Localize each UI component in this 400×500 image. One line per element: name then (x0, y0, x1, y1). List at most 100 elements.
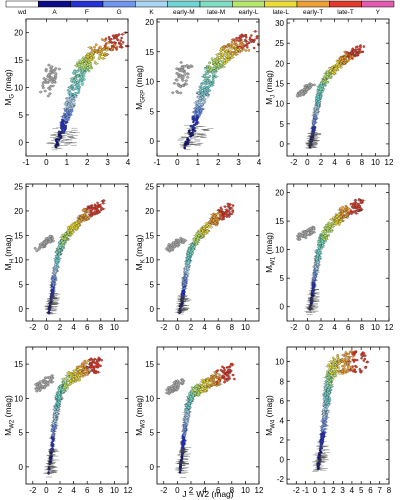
star-point (319, 87, 323, 91)
star-point (224, 212, 228, 216)
star-point (74, 83, 78, 87)
star-point (78, 79, 82, 83)
star-point (72, 79, 76, 82)
star-point (361, 199, 365, 202)
wd-point (40, 245, 44, 249)
wd-point (35, 249, 39, 253)
wd-point (170, 248, 173, 252)
star-point (328, 224, 332, 228)
star-point (193, 107, 197, 110)
x-tick-label: -2 (290, 158, 298, 167)
legend-label: A (52, 9, 57, 16)
star-point (55, 142, 59, 145)
star-point (80, 214, 84, 217)
star-point (359, 46, 362, 49)
star-point (339, 62, 343, 65)
star-point (107, 46, 110, 50)
star-point (344, 214, 347, 218)
star-point (105, 48, 108, 52)
x-tick-label: 2 (319, 323, 324, 332)
wd-point (166, 246, 170, 250)
star-point (188, 129, 191, 132)
star-point (88, 46, 92, 49)
star-point (208, 220, 212, 224)
wd-point (50, 377, 54, 380)
star-point (244, 39, 248, 43)
wd-point (44, 240, 48, 244)
star-point (239, 43, 242, 47)
y-tick-label: 15 (275, 79, 284, 88)
star-point (199, 109, 202, 113)
y-tick-label: 25 (275, 39, 284, 48)
star-point (223, 205, 227, 208)
x-tick-label: 2 (216, 158, 221, 167)
x-tick-label: 0 (305, 158, 310, 167)
star-point (192, 123, 196, 127)
star-point (67, 226, 70, 230)
star-point (196, 237, 200, 241)
star-point (65, 234, 69, 238)
star-point (62, 244, 65, 247)
star-point (312, 273, 316, 277)
wd-point (43, 380, 47, 384)
star-point (318, 257, 321, 261)
wd-point (181, 79, 185, 82)
x-tick-label: 4 (126, 158, 131, 167)
y-tick-label: 15 (145, 48, 154, 57)
star-point (89, 205, 92, 208)
star-point (335, 218, 339, 221)
star-point (349, 209, 353, 212)
star-point (77, 86, 81, 89)
panel-G: -1 0 1 2 3 4 0 5 10 15 20 MG (mag) (3, 18, 131, 167)
star-point (193, 111, 196, 114)
plot-frame (25, 183, 129, 322)
star-point (69, 97, 72, 101)
wd-point (176, 72, 180, 76)
star-point (317, 87, 320, 90)
star-point (214, 75, 218, 79)
wd-point (184, 82, 188, 86)
star-point (312, 276, 315, 280)
star-point (195, 242, 198, 246)
star-point (228, 46, 232, 50)
star-point (90, 56, 93, 59)
star-point (341, 210, 344, 214)
x-tick-label: 4 (202, 323, 207, 332)
star-point (83, 63, 87, 67)
y-tick-label: 10 (145, 256, 154, 265)
y-tick-label: 0 (150, 137, 155, 146)
star-point (198, 85, 202, 89)
star-point (342, 61, 346, 65)
star-point (83, 219, 86, 222)
star-point (186, 272, 189, 276)
y-tick-label: 25 (145, 182, 154, 191)
x-tick-label: 4 (332, 158, 337, 167)
x-tick-label: 4 (332, 323, 337, 332)
star-point (221, 52, 224, 56)
star-point (323, 234, 327, 237)
star-point (58, 249, 61, 252)
star-point (58, 240, 62, 244)
star-point (312, 119, 316, 122)
wd-point (183, 73, 186, 77)
star-point (312, 283, 315, 287)
star-point (315, 267, 318, 270)
star-point (81, 81, 84, 85)
wd-point (185, 64, 189, 67)
wd-point (41, 84, 45, 87)
star-point (254, 30, 257, 33)
star-point (90, 52, 94, 56)
x-tick-label: 10 (371, 158, 380, 167)
y-tick-label: 0 (19, 305, 24, 314)
star-point (102, 202, 105, 205)
star-point (210, 225, 213, 229)
star-point (93, 207, 96, 211)
star-point (235, 36, 238, 40)
star-point (323, 77, 326, 80)
star-point (101, 56, 104, 60)
star-point (70, 109, 74, 113)
wd-point (304, 233, 308, 236)
star-point (239, 34, 242, 38)
